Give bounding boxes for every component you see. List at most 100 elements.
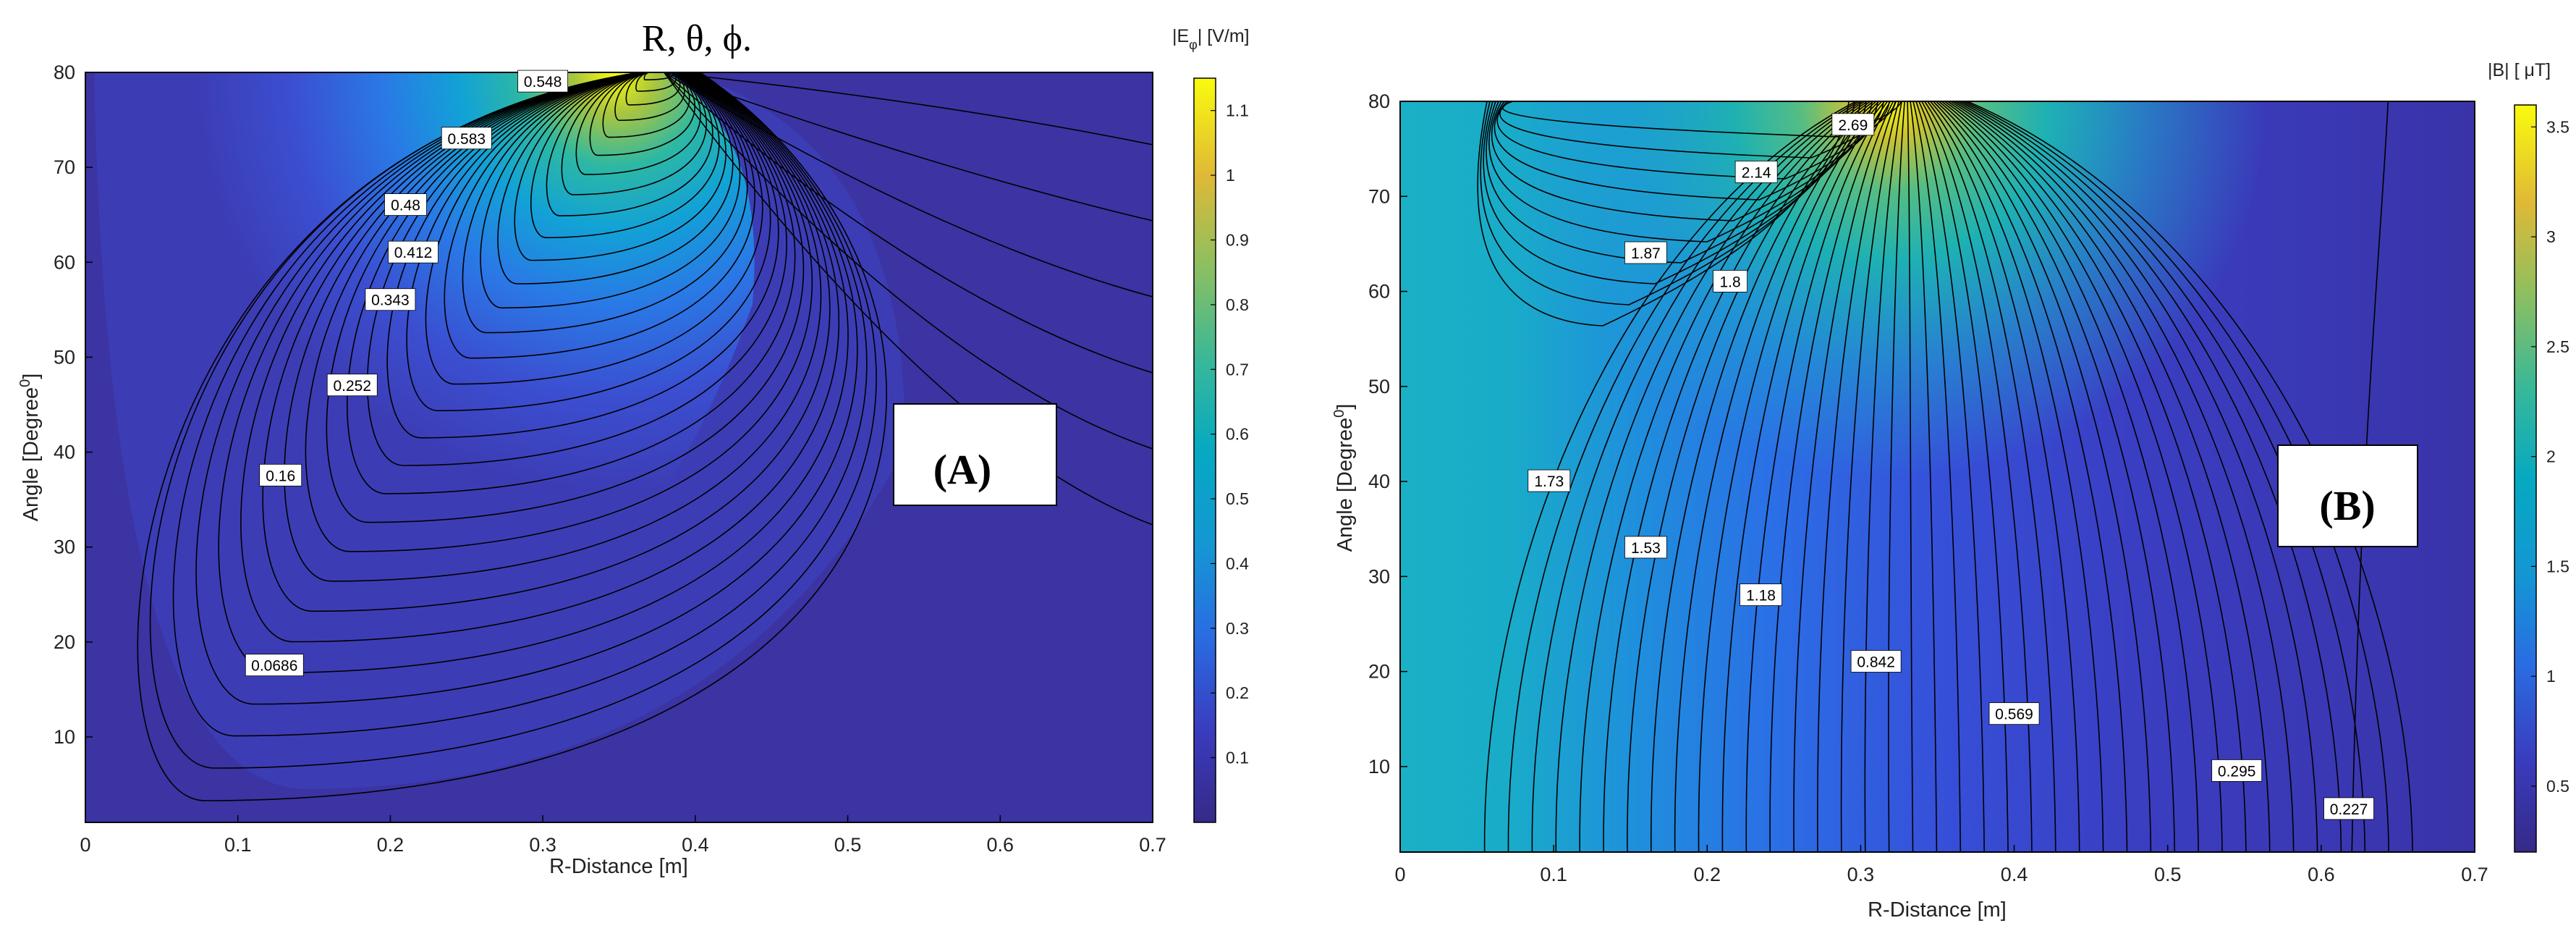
contour-line — [406, 72, 771, 412]
contour-line — [1888, 101, 1905, 852]
contour-label: 0.343 — [371, 292, 410, 309]
x-tick-label: 0.6 — [2308, 864, 2335, 885]
contour-line — [1769, 101, 1891, 852]
contour-label-box — [245, 654, 304, 677]
contour-line — [386, 72, 779, 439]
y-tick-label: 70 — [54, 156, 75, 178]
contour-label: 1.87 — [1631, 245, 1661, 262]
contour-label: 0.252 — [333, 378, 371, 395]
contour-label: 0.569 — [1995, 707, 2033, 723]
contour-line — [137, 72, 887, 801]
panel-a-colorbar-ticks: 0.1 0.2 0.3 0.4 0.5 0.6 0.7 0.8 0.9 1 1.1 — [1211, 101, 1249, 767]
y-tick-label: 60 — [1368, 281, 1390, 303]
contour-line — [1924, 101, 2056, 852]
contour-line — [1927, 101, 2080, 852]
x-tick-label: 0.1 — [1540, 864, 1567, 885]
colorbar-tick-label: 0.5 — [2546, 777, 2569, 796]
contour-line — [614, 72, 685, 122]
contour-label: 0.842 — [1857, 654, 1895, 670]
panel-a-contours — [137, 72, 1153, 801]
contour-label-box — [1624, 536, 1667, 559]
contour-line — [664, 72, 1153, 450]
contour-label: 0.412 — [394, 245, 433, 261]
panel-b-contour-labels: 2.69 2.14 1.87 1.8 1.73 1.53 1.18 0.842 0.569 0.2… — [1528, 113, 2374, 820]
contour-label: 1.73 — [1534, 473, 1564, 490]
colorbar-tick-label: 1 — [2546, 667, 2556, 686]
y-tick-label: 80 — [1368, 90, 1390, 112]
panel-a-ylabel: Angle [Degree0] — [17, 374, 43, 522]
contour-line — [1494, 101, 1884, 201]
contour-line — [664, 72, 1153, 146]
contour-line — [240, 72, 840, 643]
contour-line — [366, 72, 787, 466]
x-tick-label: 0.5 — [2154, 864, 2182, 885]
contour-label: 2.69 — [1838, 117, 1868, 134]
contour-label-box — [441, 127, 492, 150]
colorbar-tick-label: 1 — [1226, 166, 1235, 185]
y-tick-label: 40 — [1368, 471, 1390, 492]
contour-line — [1946, 101, 2247, 852]
contour-label-box — [1740, 583, 1782, 606]
x-tick-label: 0.2 — [1694, 864, 1721, 885]
colorbar-tick-label: 0.4 — [1226, 554, 1249, 573]
colorbar-tick-label: 0.1 — [1226, 749, 1249, 767]
contour-line — [1603, 101, 1871, 852]
contour-line — [664, 72, 1153, 222]
x-tick-label: 0.1 — [224, 834, 252, 856]
contour-line — [1938, 101, 2176, 852]
x-tick-label: 0 — [80, 834, 90, 856]
contour-line — [625, 72, 681, 106]
contour-line — [218, 72, 849, 674]
y-tick-label: 80 — [54, 62, 75, 83]
contour-line — [1936, 101, 2152, 852]
contour-line — [1864, 101, 1902, 852]
contour-label-box — [1528, 469, 1571, 492]
contour-line — [1480, 101, 1855, 305]
contour-label-box — [2211, 759, 2263, 782]
contour-line — [1531, 101, 1863, 852]
contour-line — [1698, 101, 1883, 852]
contour-label-box — [388, 240, 438, 264]
contour-line — [444, 72, 755, 359]
contour-line — [1817, 101, 1897, 852]
contour-line — [480, 72, 741, 309]
contour-line — [1793, 101, 1894, 852]
contour-label-box — [517, 69, 569, 93]
contour-label-box — [1713, 270, 1748, 292]
contour-label-box — [365, 288, 416, 311]
y-tick-label: 10 — [54, 726, 75, 748]
panel-a-axes-box — [85, 72, 1153, 823]
colorbar-tick-label: 1.5 — [2546, 557, 2569, 576]
panel-b-xlabel: R-Distance [m] — [1868, 898, 2007, 922]
colorbar-tick-label: 3.5 — [2546, 117, 2569, 136]
contour-line — [1967, 101, 2413, 852]
y-tick-label: 50 — [1368, 376, 1390, 397]
panel-b-colorbar — [2514, 104, 2537, 853]
contour-line — [1721, 101, 1886, 852]
panel-b: 0 0.1 0.2 0.3 0.4 0.5 0.6 0.7 10 20 30 40 50 60 70 80 2… — [1331, 60, 2569, 922]
panel-a-colorbar-title: |Eφ| [V/m] — [1172, 26, 1250, 52]
panel-a-xlabel: R-Distance [m] — [549, 855, 688, 878]
contour-line — [1745, 101, 1889, 852]
contour-line — [1930, 101, 2104, 852]
contour-line — [1651, 101, 1877, 852]
colorbar-tick-label: 2.5 — [2546, 337, 2569, 356]
contour-line — [664, 72, 1153, 374]
contour-label-box — [1850, 650, 1902, 673]
contour-label: 0.48 — [391, 198, 420, 214]
contour-label-box — [1624, 241, 1667, 264]
contour-label: 0.0686 — [251, 658, 297, 675]
contour-line — [1952, 101, 2295, 852]
colorbar-tick-label: 0.7 — [1226, 360, 1249, 379]
contour-line — [1955, 101, 2318, 852]
x-tick-label: 0.6 — [987, 834, 1014, 856]
contour-label: 0.16 — [266, 468, 295, 484]
x-tick-label: 0.2 — [377, 834, 404, 856]
contour-line — [1915, 101, 1985, 852]
contour-label: 0.548 — [524, 74, 562, 90]
contour-label-box — [1734, 161, 1778, 183]
contour-label-box — [1988, 702, 2040, 725]
contour-line — [326, 72, 805, 523]
contour-line — [462, 72, 748, 334]
